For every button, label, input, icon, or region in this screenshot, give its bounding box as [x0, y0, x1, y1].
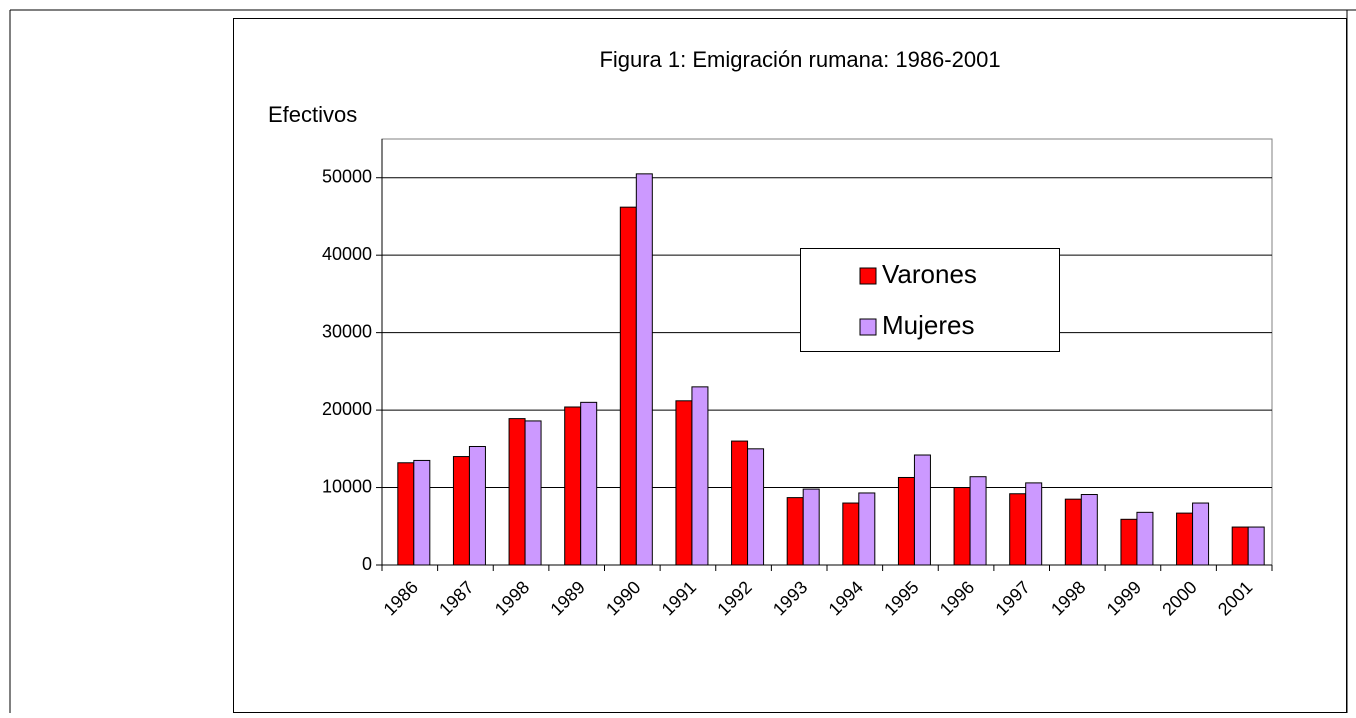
- bar: [1025, 482, 1043, 566]
- bar: [786, 497, 804, 566]
- y-tick-label: 20000: [322, 399, 372, 419]
- bar: [524, 420, 542, 566]
- bar: [1080, 494, 1098, 566]
- legend-swatch: [859, 267, 877, 285]
- bar: [580, 401, 598, 566]
- bar: [953, 487, 971, 566]
- y-tick-label: 30000: [322, 321, 372, 341]
- bar: [452, 456, 470, 566]
- y-axis-label: Efectivos: [268, 102, 357, 127]
- bar: [564, 406, 582, 566]
- bar: [969, 476, 987, 566]
- chart-title: Figura 1: Emigración rumana: 1986-2001: [599, 47, 1000, 72]
- y-tick-label: 50000: [322, 166, 372, 186]
- legend-box: [800, 248, 1060, 352]
- bar: [802, 488, 820, 566]
- bar: [1176, 512, 1194, 566]
- bar: [1247, 526, 1265, 566]
- bar: [397, 462, 415, 566]
- bar: [508, 418, 526, 566]
- bar: [675, 400, 693, 566]
- legend-label: Varones: [882, 259, 977, 289]
- y-tick-label: 40000: [322, 244, 372, 264]
- bar: [413, 459, 431, 566]
- bar: [1192, 502, 1210, 566]
- legend-swatch: [859, 318, 877, 336]
- bar: [731, 440, 749, 566]
- bar: [1136, 511, 1154, 566]
- bar: [897, 476, 915, 566]
- bar: [691, 386, 709, 566]
- bar: [619, 206, 637, 566]
- bar: [913, 454, 931, 566]
- bar: [842, 502, 860, 566]
- bar: [1064, 498, 1082, 566]
- y-tick-label: 10000: [322, 476, 372, 496]
- bar: [468, 445, 486, 566]
- bar: [858, 492, 876, 566]
- bar: [1009, 493, 1027, 566]
- y-tick-label: 0: [362, 554, 372, 574]
- bar: [1120, 518, 1138, 566]
- bar: [747, 448, 765, 566]
- legend-label: Mujeres: [882, 310, 974, 340]
- bar: [635, 173, 653, 566]
- bar: [1231, 526, 1249, 566]
